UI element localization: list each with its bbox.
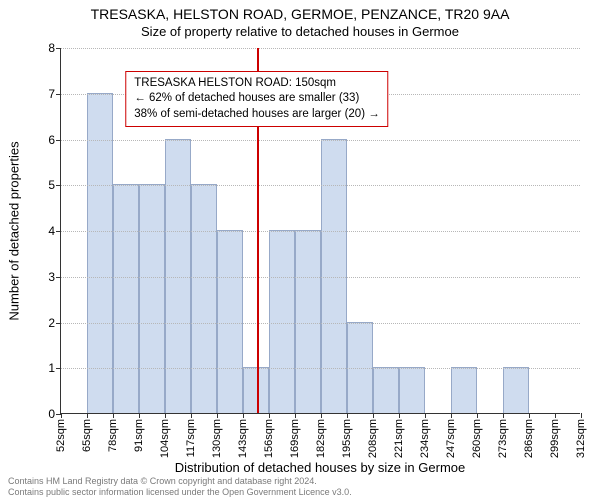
xtick-mark bbox=[191, 413, 192, 418]
xtick-label: 312sqm bbox=[575, 419, 587, 458]
xtick-mark bbox=[139, 413, 140, 418]
xtick-label: 234sqm bbox=[419, 419, 431, 458]
x-axis-label: Distribution of detached houses by size … bbox=[60, 460, 580, 475]
attribution-line-2: Contains public sector information licen… bbox=[8, 487, 352, 498]
y-axis-label: Number of detached properties bbox=[7, 141, 22, 320]
xtick-label: 260sqm bbox=[471, 419, 483, 458]
xtick-label: 247sqm bbox=[445, 419, 457, 458]
histogram-bar bbox=[87, 93, 113, 413]
xtick-label: 52sqm bbox=[55, 419, 67, 452]
histogram-bar bbox=[217, 230, 243, 413]
ytick-mark bbox=[56, 48, 61, 49]
ytick-label: 5 bbox=[48, 178, 55, 192]
callout-line-2: ← 62% of detached houses are smaller (33… bbox=[134, 91, 379, 107]
histogram-bar bbox=[399, 367, 425, 413]
histogram-bar bbox=[243, 367, 269, 413]
ytick-mark bbox=[56, 414, 61, 415]
xtick-label: 182sqm bbox=[315, 419, 327, 458]
histogram-bar bbox=[503, 367, 529, 413]
xtick-mark bbox=[451, 413, 452, 418]
xtick-mark bbox=[555, 413, 556, 418]
xtick-mark bbox=[425, 413, 426, 418]
xtick-label: 221sqm bbox=[393, 419, 405, 458]
xtick-mark bbox=[243, 413, 244, 418]
xtick-mark bbox=[399, 413, 400, 418]
xtick-mark bbox=[347, 413, 348, 418]
ytick-label: 7 bbox=[48, 87, 55, 101]
callout-box: TRESASKA HELSTON ROAD: 150sqm ← 62% of d… bbox=[125, 71, 388, 128]
ytick-label: 8 bbox=[48, 41, 55, 55]
xtick-mark bbox=[217, 413, 218, 418]
ytick-label: 0 bbox=[48, 407, 55, 421]
xtick-label: 78sqm bbox=[107, 419, 119, 452]
gridline bbox=[61, 323, 580, 324]
xtick-mark bbox=[295, 413, 296, 418]
xtick-mark bbox=[269, 413, 270, 418]
xtick-mark bbox=[477, 413, 478, 418]
histogram-bar bbox=[165, 139, 191, 414]
xtick-label: 299sqm bbox=[549, 419, 561, 458]
histogram-bar bbox=[373, 367, 399, 413]
ytick-mark bbox=[56, 368, 61, 369]
xtick-mark bbox=[87, 413, 88, 418]
callout-line-3: 38% of semi-detached houses are larger (… bbox=[134, 107, 379, 123]
chart-subtitle: Size of property relative to detached ho… bbox=[0, 24, 600, 39]
ytick-mark bbox=[56, 277, 61, 278]
xtick-label: 143sqm bbox=[237, 419, 249, 458]
xtick-mark bbox=[529, 413, 530, 418]
chart-title: TRESASKA, HELSTON ROAD, GERMOE, PENZANCE… bbox=[0, 6, 600, 22]
histogram-bar bbox=[347, 322, 373, 414]
plot-area: 52sqm65sqm78sqm91sqm104sqm117sqm130sqm14… bbox=[60, 48, 580, 414]
histogram-bar bbox=[269, 230, 295, 413]
ytick-label: 2 bbox=[48, 316, 55, 330]
callout-line-1: TRESASKA HELSTON ROAD: 150sqm bbox=[134, 76, 379, 92]
xtick-label: 273sqm bbox=[497, 419, 509, 458]
histogram-chart: TRESASKA, HELSTON ROAD, GERMOE, PENZANCE… bbox=[0, 0, 600, 500]
xtick-label: 208sqm bbox=[367, 419, 379, 458]
xtick-label: 130sqm bbox=[211, 419, 223, 458]
ytick-mark bbox=[56, 323, 61, 324]
xtick-mark bbox=[503, 413, 504, 418]
gridline bbox=[61, 185, 580, 186]
histogram-bar bbox=[295, 230, 321, 413]
ytick-mark bbox=[56, 185, 61, 186]
ytick-mark bbox=[56, 94, 61, 95]
histogram-bar bbox=[113, 184, 139, 413]
xtick-mark bbox=[165, 413, 166, 418]
xtick-mark bbox=[61, 413, 62, 418]
gridline bbox=[61, 277, 580, 278]
xtick-mark bbox=[321, 413, 322, 418]
ytick-mark bbox=[56, 231, 61, 232]
xtick-label: 117sqm bbox=[185, 419, 197, 457]
ytick-label: 1 bbox=[48, 361, 55, 375]
attribution-text: Contains HM Land Registry data © Crown c… bbox=[8, 476, 352, 499]
ytick-mark bbox=[56, 140, 61, 141]
ytick-label: 6 bbox=[48, 133, 55, 147]
xtick-label: 286sqm bbox=[523, 419, 535, 458]
xtick-label: 65sqm bbox=[81, 419, 93, 452]
xtick-mark bbox=[113, 413, 114, 418]
gridline bbox=[61, 140, 580, 141]
histogram-bar bbox=[321, 139, 347, 414]
gridline bbox=[61, 48, 580, 49]
ytick-label: 4 bbox=[48, 224, 55, 238]
histogram-bar bbox=[139, 184, 165, 413]
gridline bbox=[61, 231, 580, 232]
xtick-mark bbox=[373, 413, 374, 418]
gridline bbox=[61, 368, 580, 369]
xtick-label: 156sqm bbox=[263, 419, 275, 458]
xtick-label: 91sqm bbox=[133, 419, 145, 452]
xtick-label: 169sqm bbox=[289, 419, 301, 458]
xtick-mark bbox=[581, 413, 582, 418]
histogram-bar bbox=[191, 184, 217, 413]
xtick-label: 104sqm bbox=[159, 419, 171, 458]
xtick-label: 195sqm bbox=[341, 419, 353, 458]
histogram-bar bbox=[451, 367, 477, 413]
attribution-line-1: Contains HM Land Registry data © Crown c… bbox=[8, 476, 352, 487]
ytick-label: 3 bbox=[48, 270, 55, 284]
